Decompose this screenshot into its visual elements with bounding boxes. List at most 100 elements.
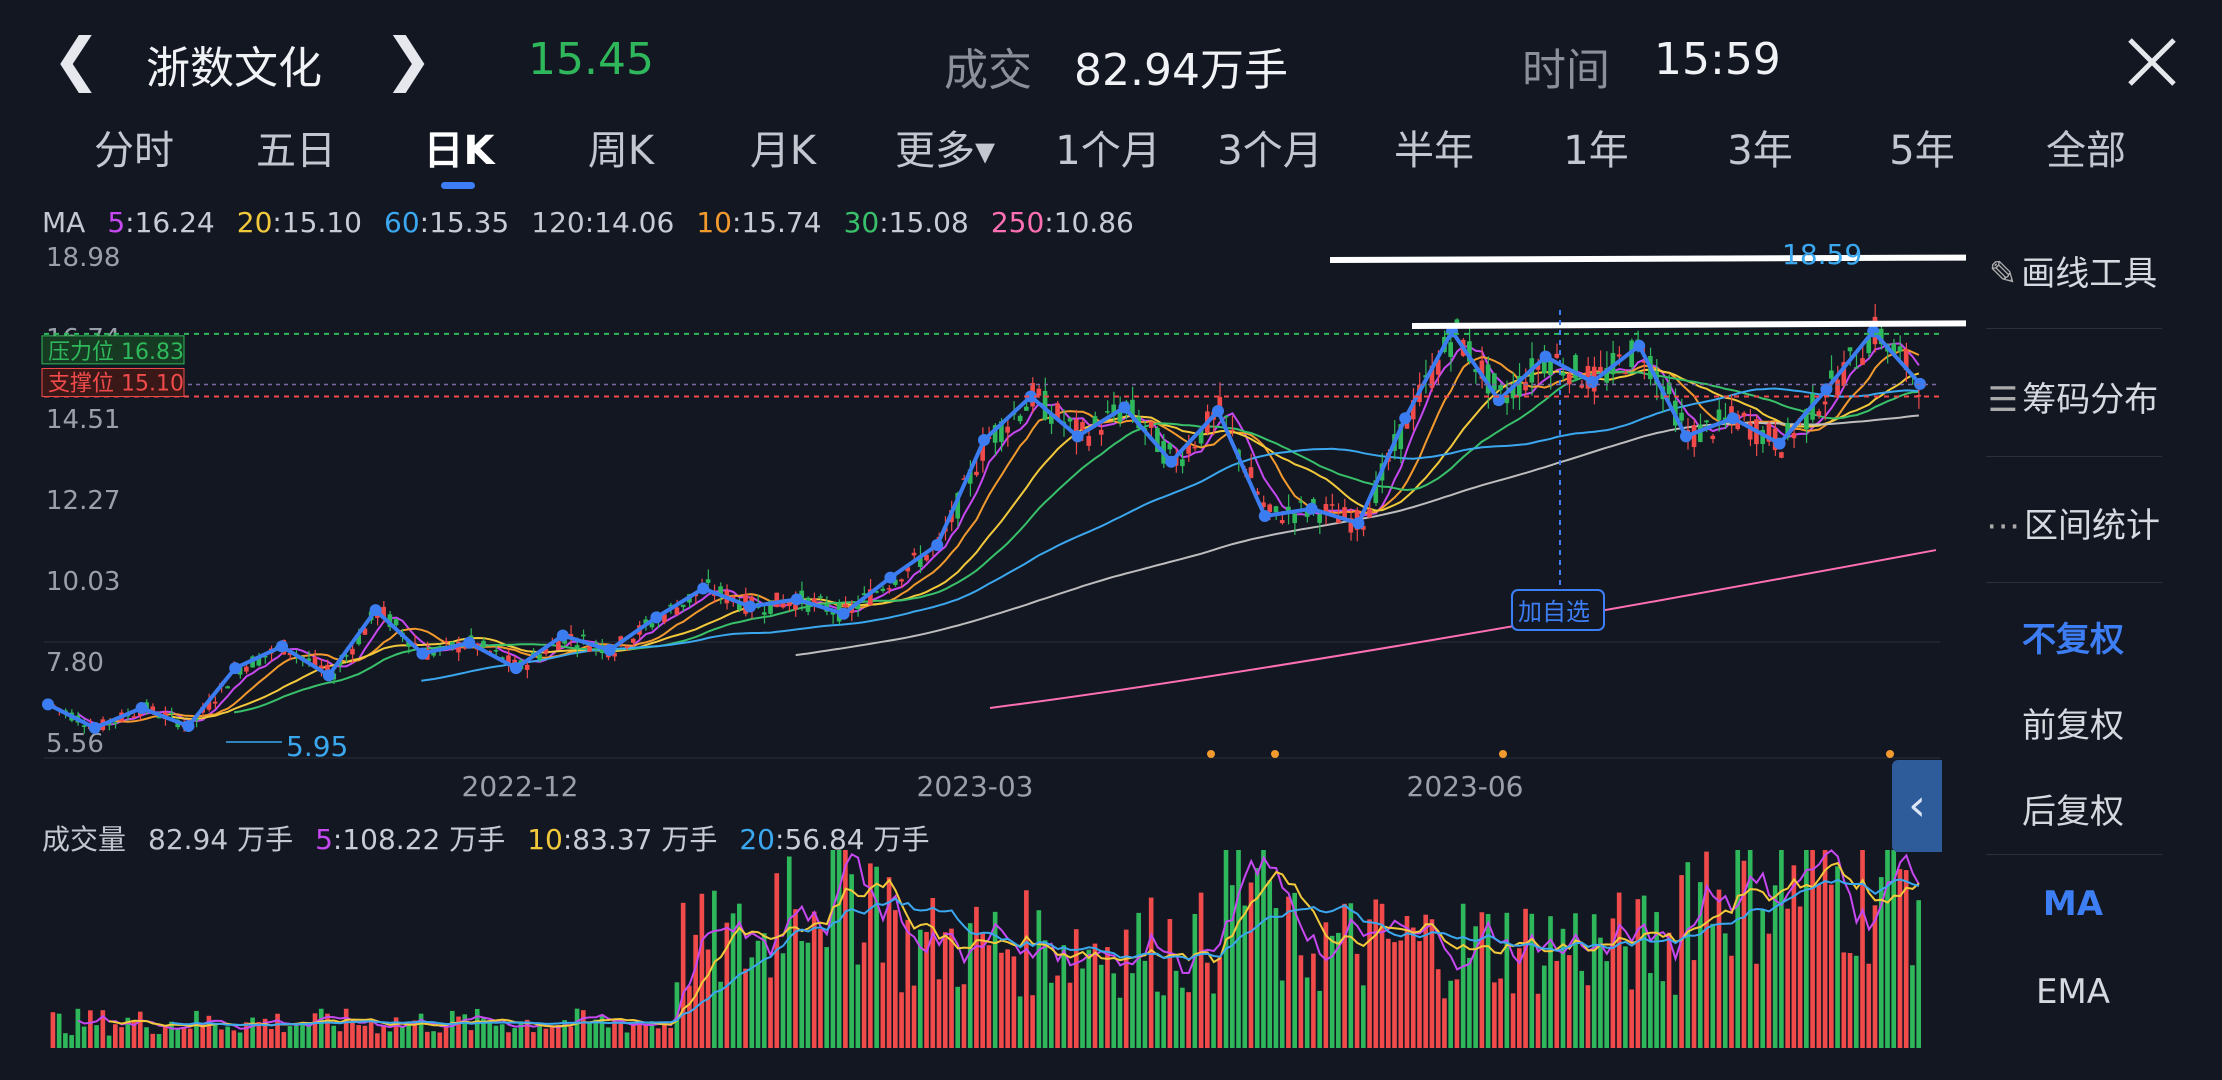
ma20-value: 15.10 <box>281 206 362 239</box>
tab-wuri[interactable]: 五日 <box>256 128 336 174</box>
volume-bar <box>250 1017 255 1048</box>
draw-tool-button[interactable]: ✎ 画线工具 <box>1966 246 2180 295</box>
zigzag-node <box>416 647 429 660</box>
candle-body <box>506 655 511 665</box>
volume-bar <box>668 1027 673 1048</box>
ma250-key: 250 <box>990 206 1045 239</box>
candle-body <box>1903 349 1909 370</box>
tab-fenshi[interactable]: 分时 <box>94 128 174 174</box>
vol-ma10-key: 10 <box>527 823 563 856</box>
close-icon[interactable] <box>2124 34 2180 90</box>
tab-1-year[interactable]: 1年 <box>1563 128 1629 174</box>
tab-1-month[interactable]: 1个月 <box>1055 128 1161 174</box>
volume-bar <box>1042 940 1048 1048</box>
volume-bar <box>618 1022 624 1048</box>
volume-bar <box>1492 982 1497 1048</box>
volume-bar <box>1735 850 1741 1048</box>
zigzag-node <box>1914 377 1926 390</box>
tab-3-months[interactable]: 3个月 <box>1217 128 1323 174</box>
volume-bar <box>512 1028 517 1048</box>
tab-5-years[interactable]: 5年 <box>1889 128 1955 174</box>
back-chevron-left-icon[interactable]: ❮ <box>52 25 101 93</box>
tab-daily-k[interactable]: 日K <box>423 128 495 174</box>
candle-body <box>1860 358 1865 365</box>
volume-bar <box>244 1022 249 1048</box>
volume-bar <box>1429 919 1435 1048</box>
volume-bar <box>106 1035 112 1048</box>
y-tick-label: 18.98 <box>46 243 120 273</box>
ema-button[interactable]: EMA <box>2035 972 2111 1012</box>
volume-legend-prefix: 成交量 <box>42 823 127 856</box>
candle-body <box>406 641 411 647</box>
add-watchlist-button <box>1511 589 1605 631</box>
volume-bar <box>818 929 823 1048</box>
volume-total: 82.94 万手 <box>148 823 294 856</box>
event-dot <box>1886 750 1894 758</box>
candle-body <box>955 492 961 519</box>
volume-bar <box>456 1016 461 1048</box>
candle-body <box>1329 504 1335 506</box>
volume-bar <box>1804 850 1809 1048</box>
zigzag-node <box>1305 502 1318 515</box>
volume-bar <box>1198 892 1204 1048</box>
tab-monthly-k[interactable]: 月K <box>749 128 817 174</box>
volume-bar <box>387 1031 393 1048</box>
candle-body <box>131 716 137 718</box>
volume-bar <box>1011 956 1017 1048</box>
candle-body <box>1017 415 1023 422</box>
volume-bar <box>1704 851 1709 1048</box>
forward-adjust-button[interactable]: 前复权 <box>2022 706 2124 746</box>
no-adjust-button[interactable]: 不复权 <box>2022 620 2124 660</box>
tab-half-year[interactable]: 半年 <box>1394 128 1474 174</box>
candle-body <box>1485 364 1491 394</box>
zigzag-node <box>790 593 803 606</box>
tab-more[interactable]: 更多▾ <box>894 128 996 174</box>
candle-body <box>1373 480 1379 504</box>
volume-bar <box>1566 955 1572 1048</box>
backward-adjust-button[interactable]: 后复权 <box>2022 792 2124 832</box>
next-chevron-right-icon[interactable]: ❯ <box>384 25 433 93</box>
volume-bar <box>1155 991 1160 1048</box>
ma-button[interactable]: MA <box>2042 884 2104 924</box>
candle-body <box>1454 319 1460 324</box>
volume-bar <box>1747 850 1753 1048</box>
candle-body <box>1641 361 1647 363</box>
candle-body <box>431 651 436 656</box>
volume-bar <box>1910 965 1915 1048</box>
candle-body <box>1760 429 1765 445</box>
volume-bar <box>874 866 879 1048</box>
event-dot <box>1271 750 1279 758</box>
chip-distribution-button[interactable]: ☰ 筹码分布 <box>1966 372 2180 421</box>
volume-bar <box>930 897 936 1048</box>
y-tick-label: 5.56 <box>46 729 104 759</box>
candle-body <box>1604 368 1609 383</box>
volume-bar <box>1167 919 1173 1048</box>
candle-body <box>961 478 967 480</box>
range-stats-button[interactable]: ⋯ 区间统计 <box>1966 498 2180 547</box>
candle-body <box>761 612 767 615</box>
tab-3-years[interactable]: 3年 <box>1727 128 1793 174</box>
collapse-panel-chevron-left-icon[interactable]: ‹ <box>1892 760 1942 852</box>
volume-bar <box>144 1027 149 1048</box>
tab-weekly-k[interactable]: 周K <box>587 128 655 174</box>
volume-bar <box>662 1022 667 1048</box>
candle-body <box>680 604 686 608</box>
candle-body <box>1498 385 1503 391</box>
volume-bar <box>1604 961 1609 1048</box>
volume-bar <box>712 890 717 1048</box>
candle-body <box>1853 367 1859 369</box>
zigzag-node <box>1633 339 1646 352</box>
tab-all[interactable]: 全部 <box>2046 128 2126 174</box>
candle-body <box>1223 415 1229 418</box>
volume-bar <box>655 1028 661 1048</box>
volume-bar <box>543 1028 549 1048</box>
volume-bar <box>886 877 892 1048</box>
volume-bar <box>88 1010 93 1048</box>
zigzag-node <box>650 611 663 624</box>
candle-body <box>612 652 617 657</box>
volume-bar <box>949 928 954 1048</box>
candle-body <box>967 469 973 484</box>
candle-body <box>893 579 898 585</box>
candle-body <box>287 653 293 656</box>
